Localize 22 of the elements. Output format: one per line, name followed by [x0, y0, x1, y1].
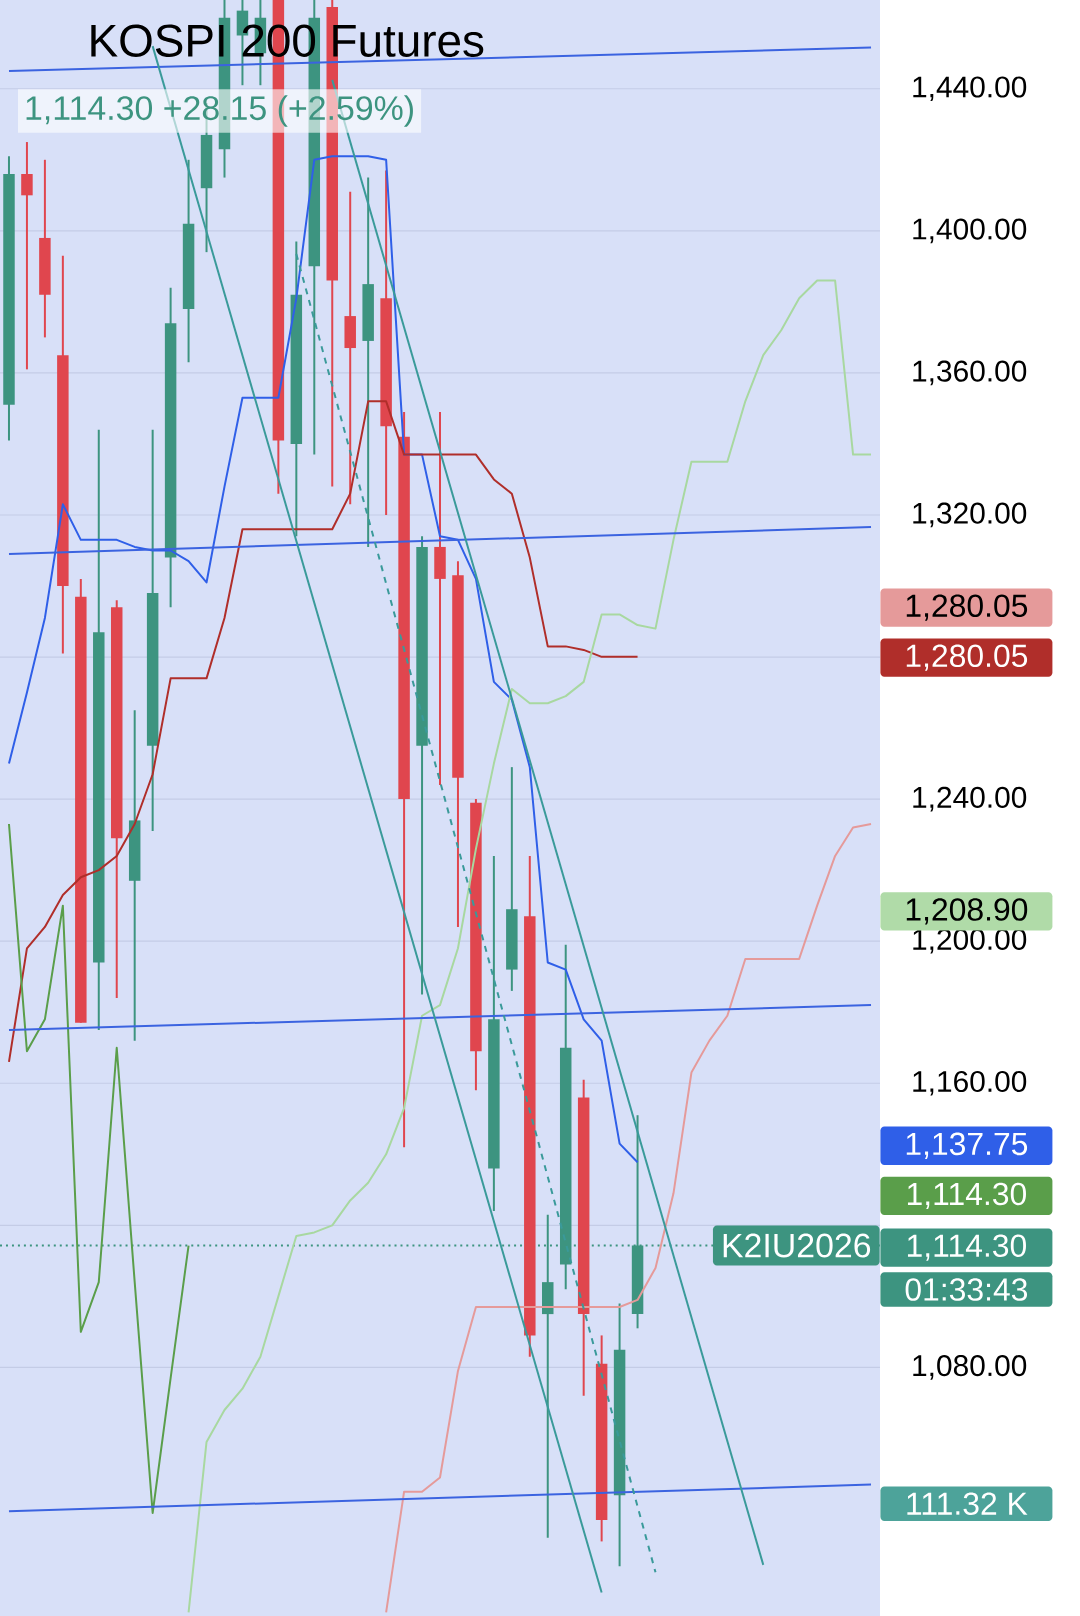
text: 111.32 K: [907, 1492, 1028, 1515]
y-tick-label: 1,080.00: [913, 1355, 1027, 1380]
ref-line-label: K2IU2026: [723, 1233, 871, 1258]
candlestick: [21, 141, 33, 371]
line-series: [7, 822, 190, 1514]
text: 1,208.90: [906, 898, 1028, 925]
y-tick-label: 1,360.00: [913, 360, 1027, 386]
text: 1,114.30: [907, 1234, 1026, 1261]
text: 1,114.30: [907, 1182, 1026, 1209]
y-tick-label: 1,240.00: [913, 786, 1027, 812]
text: 01:33:43: [905, 1278, 1028, 1301]
text: 1,280.05: [906, 594, 1028, 621]
y-tick-label: 1,440.00: [913, 76, 1027, 102]
y-tick-label: 1,200.00: [913, 928, 1027, 954]
candlestick: [344, 190, 356, 506]
y-tick-label: 1,400.00: [913, 218, 1027, 244]
text: 1,114.30 +28.15 (+2.59%): [26, 95, 413, 127]
y-tick-label: 1,320.00: [913, 502, 1027, 528]
y-tick-label: 1,160.00: [913, 1070, 1027, 1096]
text: 1,280.05: [906, 644, 1028, 671]
text: 1,137.75: [906, 1132, 1028, 1159]
candlestick: [434, 410, 446, 786]
